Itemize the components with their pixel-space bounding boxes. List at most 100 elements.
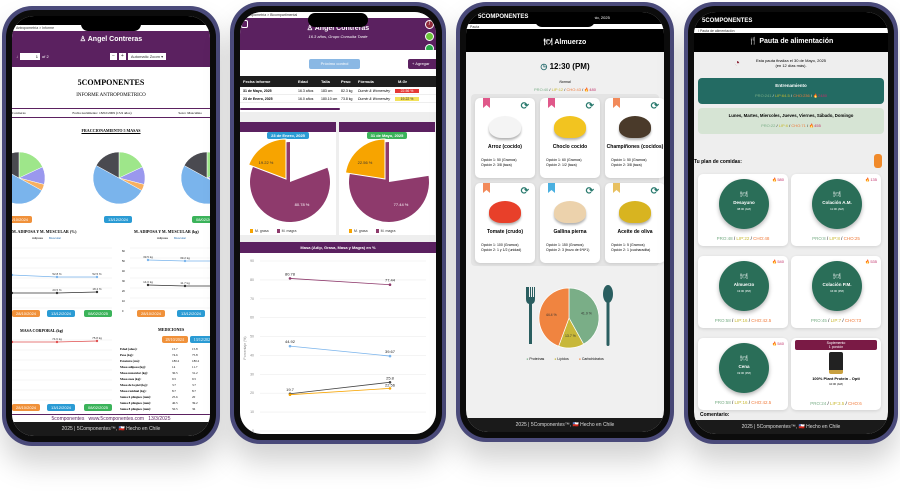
refresh-icon[interactable]: ⟳ [650,101,659,112]
table-row[interactable]: 31 de Mayo, 2025 16.3 años 183 cm 82.3 kg Du… [240,87,436,95]
meal-plate[interactable]: 🍽 Colación A.M. 11:00 (AM) [812,179,862,229]
option-2: Opción 2: 3/8 (taza) [611,163,642,167]
measurements-title: MEDICIONES [158,327,185,332]
zoom-out-button[interactable]: − [110,53,117,60]
macro-lip: LIP:8 [829,236,840,241]
pie-slice [180,165,210,205]
measurement-label: Masa muscular (kg): [120,371,149,375]
back-button[interactable] [241,20,248,28]
meal-plate[interactable]: 🍽 Colación P.M. 16:00 (PM) [812,261,862,311]
zoom-select[interactable]: Automatic Zoom ▾ [127,53,167,60]
zoom-in-button[interactable]: + [118,53,126,60]
download-icon[interactable]: ↓ [16,54,18,59]
bookmark-icon[interactable] [613,98,620,108]
meal-card[interactable]: 🔥135 🍽 Colación A.M. 11:00 (AM) PRO:8 / LIP:… [791,174,881,246]
page-input[interactable]: 1 [20,53,40,60]
data-point [55,291,59,295]
y-tick-label: 20 [250,391,254,395]
page-total: of 2 [42,54,49,59]
food-image [619,201,651,223]
kcal-value: 540 [777,259,784,264]
bookmark-icon[interactable] [613,183,620,193]
status-button[interactable] [425,32,434,41]
food-card[interactable]: ⟳ Tomate (crudo) Opción 1: 100 (Gramos) Opc… [475,183,535,263]
food-card[interactable]: ⟳ Choclo cocido Opción 1: 60 (Gramos) Opció… [540,98,600,178]
fat-percent-badge: 19.22 % [395,96,419,101]
refresh-icon[interactable]: ⟳ [520,186,529,197]
edit-button[interactable]: / [425,20,434,29]
meal-card[interactable]: 🔥580 🍽 Desayuno 08:00 (AM) PRO:48 / LIP:22 /… [698,174,788,246]
measurement-value: 20 [192,395,196,399]
bookmark-icon[interactable] [548,98,555,108]
table-row[interactable]: 23 de Enero, 2025 16.0 años 180.10 cm 73.8 … [240,95,436,103]
horizontal-scrollbar[interactable] [240,108,340,110]
measurement-value: 75.8 [192,353,198,357]
reports-table: Fecha informe Edad Talla Peso Fórmula M.Gr 31… [240,76,436,112]
meal-plate[interactable]: 🍽 Almuerzo 13:00 (PM) [719,261,769,311]
bookmark-icon[interactable] [548,183,555,193]
legend-adiposa: Adiposa [32,236,43,240]
y-tick: 60 [122,250,125,253]
meal-plate[interactable]: 🍽 Desayuno 08:00 (AM) [719,179,769,229]
pie-card-header: 31 de Mayo, 2025 [339,122,435,139]
column-header[interactable]: Fecha informe [243,79,271,84]
y-tick-label: 0 [252,429,254,433]
meal-card[interactable]: 🔥535 🍽 Colación P.M. 16:00 (PM) PRO:45 / LIP… [791,256,881,328]
food-name: Gallina pierna [553,229,587,235]
mass-pie-chart [12,151,46,205]
meal-card[interactable]: 🔥540 🍽 Almuerzo 13:00 (PM) PRO:58 / LIP:16 /… [698,256,788,328]
data-point [388,283,392,287]
data-point [146,283,150,287]
data-point [95,290,99,294]
cutlery-icon: 🍴 [748,38,758,45]
date-badge: 28/10/2024 [12,310,41,317]
food-card[interactable]: ⟳ Gallina pierna Opción 1: 150 (Gramos) Opc… [540,183,600,263]
next-control-button[interactable]: Próximo control [309,59,360,69]
phone-meal-plan: 5COMPONENTES / Pauta de alimentación 🍴 P… [684,2,898,444]
bookmark-icon[interactable] [483,183,490,193]
meal-plate[interactable]: 🍽 Cena 19:00 (PM) [719,343,769,393]
food-card[interactable]: ⟳ Champiñones (cocidos) Opción 1: 50 (Gram… [605,98,664,178]
supplement-time: 10:00 (AM) [829,382,843,386]
legend-fat: M. grasa [349,229,368,233]
spoon-icon [603,285,613,303]
option-2: Opción 2: 3 (trozo de 6*6*1) [546,248,590,252]
add-button[interactable]: + Agregar [408,59,436,69]
refresh-icon[interactable]: ⟳ [585,186,594,197]
measurement-label: Suma 8 pliegues (mm): [120,407,152,411]
y-tick: 30 [122,280,125,283]
macro-lip: LIP:7 [830,318,842,323]
meal-card[interactable]: 🔥540 🍽 Cena 19:00 (PM) PRO:58 / LIP:16 / CHO… [698,338,788,410]
training-card[interactable]: Entrenamiento PRO:241 / LIP:64.5 / CHO:2… [698,78,884,104]
data-point [288,277,292,280]
pie-slice-fat [344,138,386,180]
bookmark-icon[interactable] [483,98,490,108]
meal-macros: PRO:58 / LIP:16 / CHO:42.5 [714,318,772,323]
section-title: FRACCIONAMIENTO 5 MASAS [81,128,141,133]
measurement-label: Masa ósea (kg): [120,377,142,381]
measurement-value: 9.5 [172,377,176,381]
table-row: Masa ósea (kg): 9.5 9.5 [120,377,210,383]
refresh-icon[interactable]: ⟳ [650,186,659,197]
data-label: 77.44 [385,278,396,283]
legend-item: ● Lípidos [554,357,569,361]
y-tick: 10 [122,300,125,303]
series-line [147,284,210,287]
breadcrumb[interactable]: / Pauta de alimentación [694,28,888,33]
screen: Antropometría > Bicompartimental ♙ Angel… [240,12,436,434]
food-card[interactable]: ⟳ Arroz (cocido) Opción 1: 50 (Gramos) Opci… [475,98,535,178]
mass-line-chart: 0 10 20 30 40 50 60 70 80 90 Porcentaje (%) 80.78 77… [240,253,436,434]
food-card[interactable]: ⟳ Aceite de oliva Opción 1: 5 (Gramos) Opci… [605,183,664,263]
line-chart: 74.6 kg 75.8 kg [12,336,112,401]
supplement-card[interactable]: Suplemento 1 porción 100% Plant Protein … [791,338,881,410]
y-tick: 20 [122,290,125,293]
refresh-icon[interactable]: ⟳ [585,101,594,112]
supplement-badge: Suplemento [826,341,846,345]
meal-note: Normal [559,80,571,84]
pie-slice [95,151,120,179]
days-card[interactable]: Lunes, Martes, Miercoles, Jueves, Vierne… [698,108,884,134]
refresh-icon[interactable]: ⟳ [520,101,529,112]
series-line [289,345,391,357]
y-tick-label: 30 [250,372,254,376]
fat-lean-pie-chart: 19.22 % 80.78 % [247,138,330,222]
